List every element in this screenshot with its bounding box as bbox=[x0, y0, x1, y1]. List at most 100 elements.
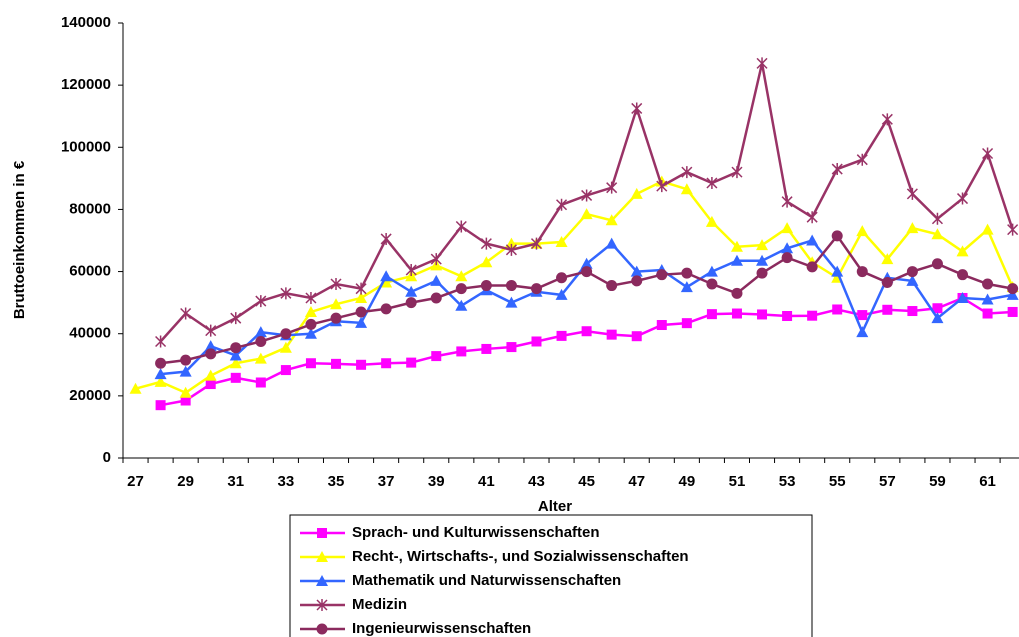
data-point bbox=[405, 285, 418, 297]
x-tick-label: 55 bbox=[829, 473, 846, 490]
data-point bbox=[179, 365, 192, 377]
data-point bbox=[455, 283, 467, 295]
data-point bbox=[806, 234, 819, 246]
data-point bbox=[781, 195, 793, 208]
data-point bbox=[254, 326, 267, 338]
data-point bbox=[605, 237, 618, 249]
data-point bbox=[355, 282, 367, 295]
legend-marker bbox=[316, 599, 328, 611]
data-point bbox=[1007, 306, 1018, 317]
data-point bbox=[706, 177, 718, 190]
data-point bbox=[179, 386, 192, 398]
x-tick-label: 37 bbox=[378, 473, 395, 490]
legend-label: Mathematik und Naturwissenschaften bbox=[352, 572, 621, 589]
data-point bbox=[254, 352, 267, 364]
data-point bbox=[556, 272, 568, 284]
legend-label: Medizin bbox=[352, 596, 407, 613]
data-point bbox=[856, 326, 869, 338]
data-point bbox=[680, 281, 693, 293]
data-point bbox=[305, 358, 316, 369]
data-point bbox=[705, 215, 718, 227]
data-point bbox=[431, 351, 442, 362]
data-point bbox=[631, 102, 643, 115]
data-point bbox=[230, 312, 242, 325]
data-point bbox=[756, 57, 768, 70]
data-point bbox=[305, 318, 317, 330]
data-point bbox=[456, 346, 467, 357]
x-tick-label: 51 bbox=[729, 473, 746, 490]
data-point bbox=[981, 223, 994, 235]
data-point bbox=[530, 237, 543, 250]
data-point bbox=[982, 278, 994, 290]
data-point bbox=[906, 274, 919, 286]
data-point bbox=[556, 198, 568, 211]
data-point bbox=[956, 245, 969, 257]
data-point bbox=[154, 368, 167, 380]
data-point bbox=[581, 189, 593, 202]
data-point bbox=[705, 265, 718, 277]
data-point bbox=[180, 354, 192, 366]
data-point bbox=[154, 375, 167, 387]
legend-box bbox=[289, 514, 813, 637]
legend-label: Sprach- und Kulturwissenschaften bbox=[352, 524, 600, 541]
y-tick-label: 140000 bbox=[61, 14, 111, 31]
data-point bbox=[255, 335, 267, 347]
data-point bbox=[530, 283, 542, 295]
x-tick-label: 41 bbox=[478, 473, 495, 490]
data-point bbox=[505, 296, 518, 308]
data-point bbox=[531, 336, 542, 347]
y-tick-label: 100000 bbox=[61, 138, 111, 155]
y-tick-label: 20000 bbox=[69, 387, 111, 404]
data-point bbox=[380, 276, 393, 288]
data-point bbox=[731, 166, 743, 179]
data-point bbox=[806, 261, 818, 273]
data-point bbox=[807, 310, 818, 321]
data-point bbox=[982, 308, 993, 319]
data-point bbox=[881, 113, 893, 126]
data-point bbox=[581, 266, 593, 278]
data-point bbox=[831, 163, 843, 176]
data-point bbox=[831, 265, 844, 277]
data-point bbox=[631, 331, 642, 342]
data-point bbox=[330, 278, 342, 290]
data-point bbox=[857, 310, 868, 321]
data-point bbox=[430, 253, 442, 266]
data-point bbox=[757, 309, 768, 320]
data-point bbox=[931, 212, 943, 225]
data-point bbox=[856, 153, 868, 166]
data-point bbox=[279, 341, 292, 353]
data-point bbox=[205, 379, 216, 390]
data-point bbox=[304, 305, 317, 317]
data-point bbox=[505, 280, 517, 292]
legend-label: Ingenieurwissenschaften bbox=[352, 620, 531, 637]
x-tick-label: 39 bbox=[428, 473, 445, 490]
data-point bbox=[355, 291, 368, 303]
data-point bbox=[380, 303, 392, 315]
data-point bbox=[205, 324, 217, 337]
data-point bbox=[355, 306, 367, 318]
data-point bbox=[180, 307, 192, 320]
data-point bbox=[356, 359, 367, 370]
data-point bbox=[555, 288, 568, 300]
data-point bbox=[605, 214, 618, 226]
data-point bbox=[505, 243, 517, 256]
x-tick-label: 29 bbox=[177, 473, 194, 490]
data-point bbox=[931, 258, 943, 270]
x-tick-label: 61 bbox=[979, 473, 996, 490]
x-tick-label: 31 bbox=[227, 473, 244, 490]
data-point bbox=[580, 208, 593, 220]
x-tick-label: 59 bbox=[929, 473, 946, 490]
data-point bbox=[229, 357, 242, 369]
data-point bbox=[981, 293, 994, 305]
data-point bbox=[730, 254, 743, 266]
x-tick-label: 57 bbox=[879, 473, 896, 490]
data-point bbox=[480, 237, 492, 250]
data-point bbox=[305, 291, 317, 304]
data-point bbox=[856, 266, 868, 278]
data-point bbox=[630, 265, 643, 277]
data-point bbox=[280, 328, 292, 340]
data-point bbox=[455, 299, 468, 311]
y-tick-label: 80000 bbox=[69, 200, 111, 217]
data-point bbox=[380, 270, 393, 282]
